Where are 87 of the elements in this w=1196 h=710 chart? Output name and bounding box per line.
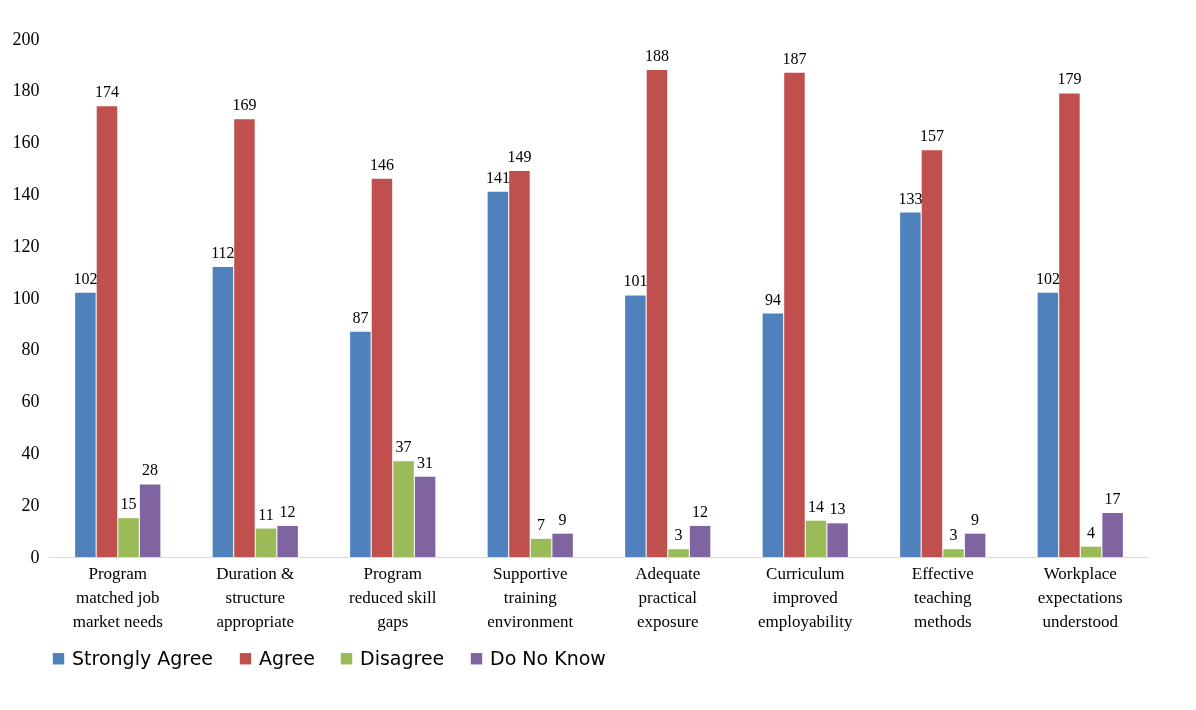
y-tick-label: 140: [12, 183, 40, 204]
data-label: 149: [507, 148, 532, 166]
bar: [530, 538, 552, 557]
data-label: 169: [232, 96, 257, 114]
data-label: 13: [829, 500, 846, 518]
data-label: 157: [919, 127, 944, 145]
bar: [212, 266, 234, 557]
data-label: 141: [485, 168, 510, 186]
x-tick-label: Curriculum improved employability: [758, 563, 853, 631]
y-tick-label: 120: [12, 235, 40, 256]
x-tick-label: Effective teaching methods: [911, 563, 974, 631]
data-label: 188: [644, 47, 669, 65]
data-label: 15: [120, 495, 137, 513]
bar: [1102, 512, 1123, 557]
data-label: 112: [211, 243, 235, 261]
bar: [827, 523, 848, 557]
x-tick-label: Program matched job market needs: [72, 563, 163, 631]
y-tick-label: 200: [12, 28, 40, 49]
y-tick-label: 60: [21, 391, 40, 412]
bar: [646, 70, 668, 557]
x-tick-label: Program reduced skill gaps: [349, 563, 437, 631]
bar: [1037, 292, 1059, 557]
legend-label: Strongly Agree: [72, 646, 214, 669]
data-label: 102: [73, 269, 98, 287]
bar: [414, 476, 436, 557]
x-tick-label: Workplace expectations understood: [1037, 563, 1123, 631]
data-label: 3: [674, 526, 683, 544]
data-label: 14: [808, 497, 825, 515]
bar: [139, 484, 161, 557]
bar: [943, 549, 964, 557]
bar: [921, 150, 943, 557]
data-label: 12: [692, 502, 709, 520]
bar: [552, 533, 573, 557]
y-tick-label: 100: [12, 287, 40, 308]
data-label: 11: [258, 505, 274, 523]
bar: [487, 191, 509, 557]
y-tick-label: 40: [21, 442, 40, 463]
bar: [371, 178, 393, 557]
x-tick-label: Adequate practical exposure: [635, 563, 701, 631]
data-label: 7: [537, 515, 546, 533]
bar: [805, 520, 827, 557]
bar: [96, 106, 118, 557]
bar: [762, 313, 784, 557]
y-tick-label: 80: [21, 339, 40, 360]
data-label: 9: [558, 510, 567, 528]
data-label: 174: [94, 83, 119, 101]
legend-label: Agree: [259, 646, 315, 669]
bar: [393, 461, 414, 557]
bar: [255, 528, 277, 557]
bar: [784, 72, 805, 557]
data-label: 12: [279, 502, 296, 520]
data-label: 101: [623, 272, 648, 290]
y-tick-label: 160: [12, 132, 40, 153]
bar: [964, 533, 986, 557]
bar: [668, 549, 689, 557]
data-label: 28: [142, 461, 159, 479]
bar: [1059, 93, 1080, 557]
bar: [350, 331, 371, 557]
data-label: 87: [352, 308, 369, 326]
x-tick-label: Supportive training environment: [487, 563, 574, 631]
data-label: 102: [1035, 269, 1060, 287]
bar: [689, 525, 711, 557]
bar: [509, 171, 530, 557]
data-label: 94: [764, 290, 781, 308]
x-tick-label: Duration & structure appropriate: [216, 563, 295, 631]
bar: [234, 119, 255, 557]
y-tick-label: 180: [12, 80, 40, 101]
data-label: 9: [971, 510, 980, 528]
bar: [1080, 546, 1102, 557]
bar: [900, 212, 921, 557]
data-label: 187: [782, 49, 807, 67]
bar: [625, 295, 646, 557]
data-label: 31: [417, 453, 434, 471]
data-label: 17: [1104, 489, 1121, 507]
bar: [277, 525, 298, 557]
data-label: 3: [949, 526, 958, 544]
y-tick-label: 0: [30, 546, 40, 567]
bar: [118, 518, 139, 557]
data-label: 146: [369, 155, 394, 173]
legend-label: Do No Know: [490, 646, 606, 669]
y-tick-label: 20: [21, 494, 40, 515]
data-label: 4: [1087, 523, 1096, 541]
data-label: 37: [395, 438, 412, 456]
legend-label: Disagree: [360, 646, 445, 669]
bar: [75, 292, 96, 557]
data-label: 179: [1057, 70, 1082, 88]
data-label: 133: [898, 189, 923, 207]
